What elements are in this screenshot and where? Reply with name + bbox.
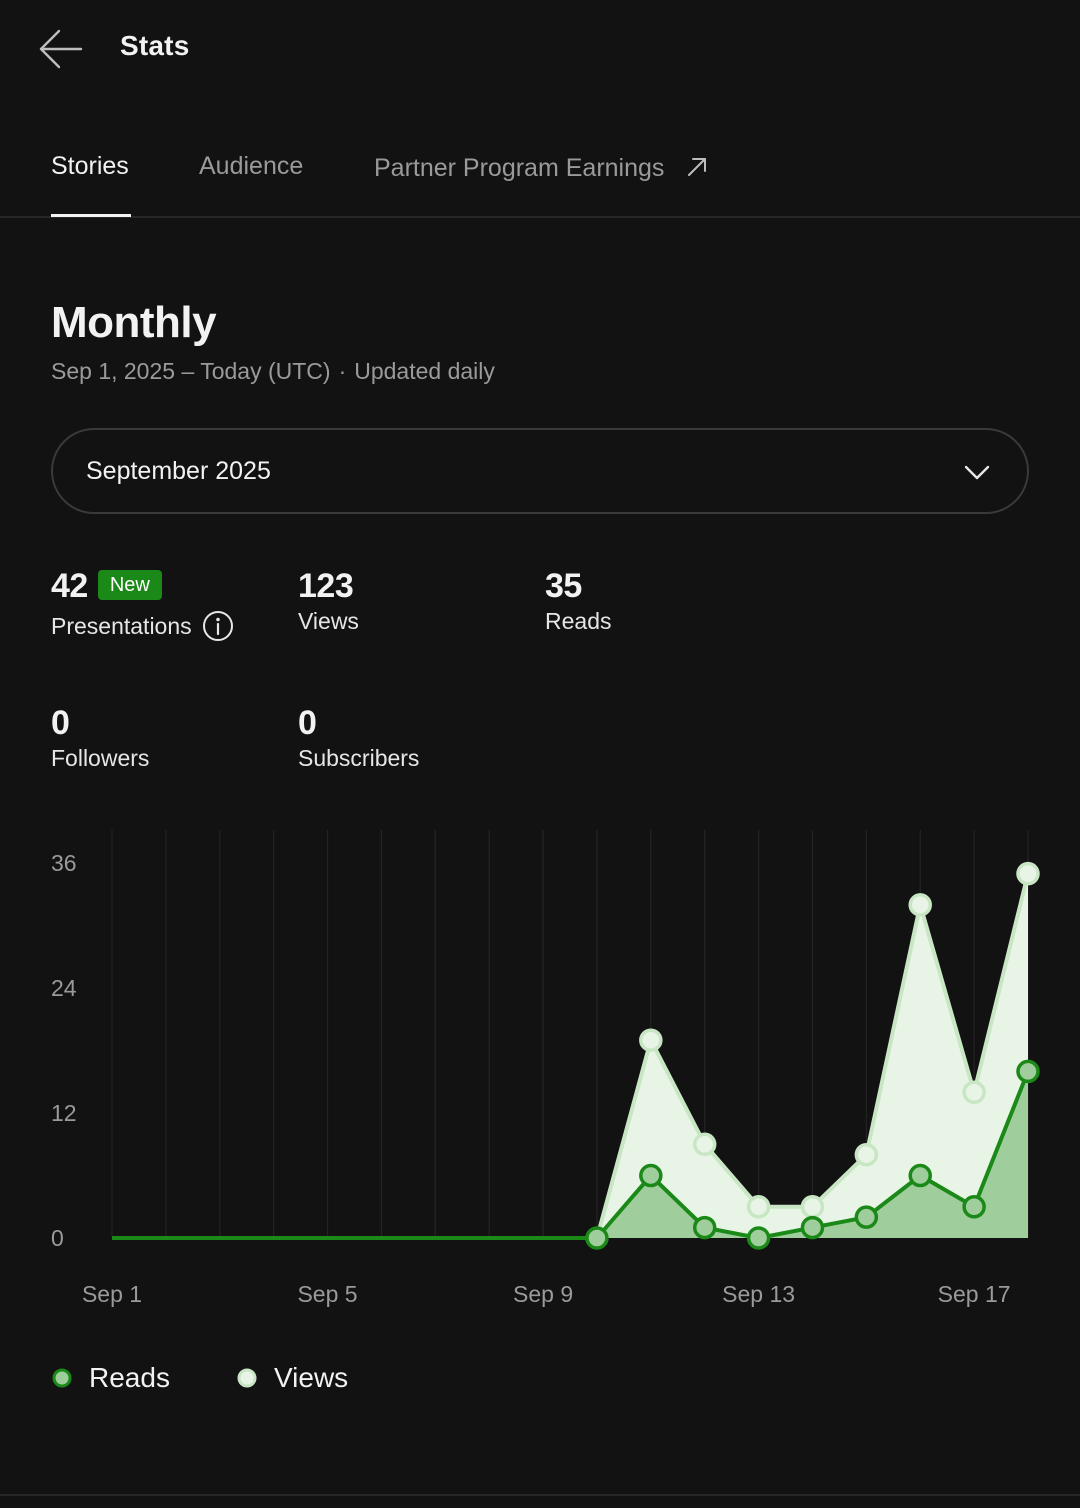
reads-legend-dot-icon xyxy=(52,1368,72,1388)
chevron-down-icon xyxy=(964,465,990,480)
x-tick-label: Sep 13 xyxy=(722,1281,795,1307)
y-tick-label: 12 xyxy=(51,1100,77,1126)
reads-point xyxy=(692,1215,717,1240)
arrow-left-icon xyxy=(39,29,83,69)
views-point xyxy=(692,1132,717,1157)
y-tick-label: 24 xyxy=(51,975,77,1001)
presentations-value: 42 xyxy=(51,567,88,605)
tab-bar: Stories Audience Partner Program Earning… xyxy=(0,130,1080,218)
subscribers-value: 0 xyxy=(298,704,317,742)
reads-point xyxy=(908,1163,932,1188)
views-point xyxy=(854,1142,879,1167)
month-select[interactable]: September 2025 xyxy=(51,428,1029,514)
reads-point xyxy=(962,1195,986,1219)
section-title: Monthly xyxy=(51,298,217,347)
views-point xyxy=(908,893,932,917)
month-select-value: September 2025 xyxy=(86,457,271,485)
date-range-subtitle: Sep 1, 2025 – Today (UTC) · Updated daily xyxy=(51,358,495,385)
x-tick-label: Sep 1 xyxy=(82,1281,142,1307)
x-tick-label: Sep 9 xyxy=(513,1281,573,1307)
views-point xyxy=(746,1195,771,1219)
bottom-divider xyxy=(0,1494,1080,1496)
reads-point xyxy=(1016,1059,1040,1084)
stat-subscribers: 0 Subscribers xyxy=(298,703,419,772)
update-note: Updated daily xyxy=(354,358,495,384)
external-arrow-icon[interactable] xyxy=(686,156,708,178)
new-badge: New xyxy=(97,570,162,601)
reads-label: Reads xyxy=(545,608,612,634)
views-point xyxy=(800,1195,825,1219)
stat-views: 123 Views xyxy=(298,566,359,635)
reads-point xyxy=(746,1226,771,1250)
reads-point xyxy=(800,1215,825,1240)
reads-value: 35 xyxy=(545,567,582,605)
reads-point xyxy=(854,1205,879,1229)
views-area xyxy=(112,873,1028,1238)
date-range: Sep 1, 2025 – Today (UTC) xyxy=(51,358,331,384)
subscribers-label: Subscribers xyxy=(298,745,420,771)
views-label: Views xyxy=(298,608,359,634)
active-tab-indicator xyxy=(51,214,131,217)
legend-label-views: Views xyxy=(274,1362,349,1393)
separator-dot: · xyxy=(338,358,347,384)
y-tick-label: 0 xyxy=(51,1225,64,1251)
x-tick-label: Sep 17 xyxy=(938,1281,1011,1307)
followers-value: 0 xyxy=(51,704,70,742)
tab-stories[interactable]: Stories xyxy=(51,152,129,180)
back-button[interactable] xyxy=(34,26,88,72)
y-tick-label: 36 xyxy=(51,850,77,876)
top-bar: Stats xyxy=(0,0,1080,100)
stat-presentations: 42 New Presentations xyxy=(51,566,234,644)
stat-reads: 35 Reads xyxy=(545,566,611,635)
reads-point xyxy=(585,1226,609,1250)
tab-audience[interactable]: Audience xyxy=(199,152,304,180)
reads-views-chart: 0 12 24 36 Sep 1 Sep 5 Sep 9 Sep 13 Sep 17 xyxy=(51,830,1040,1307)
stat-followers: 0 Followers xyxy=(51,703,149,772)
views-point xyxy=(1016,861,1040,886)
reads-area xyxy=(112,1071,1028,1238)
tab-partner-program-earnings[interactable]: Partner Program Earnings xyxy=(374,154,665,182)
page-title: Stats xyxy=(120,30,190,61)
views-value: 123 xyxy=(298,567,354,605)
presentations-label: Presentations xyxy=(51,613,192,640)
views-point xyxy=(639,1028,663,1052)
views-point xyxy=(962,1080,986,1105)
info-icon[interactable] xyxy=(202,610,234,642)
views-legend-dot-icon xyxy=(237,1368,257,1388)
reads-point xyxy=(639,1163,663,1188)
legend-label-reads: Reads xyxy=(89,1362,170,1393)
x-tick-label: Sep 5 xyxy=(297,1281,357,1307)
followers-label: Followers xyxy=(51,745,150,771)
